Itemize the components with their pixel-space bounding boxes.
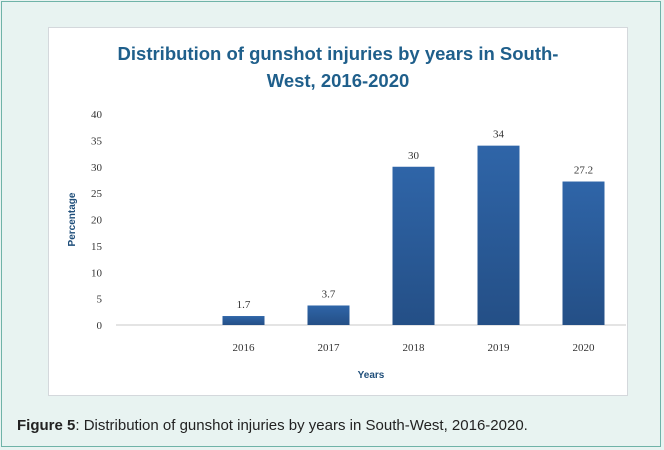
y-tick-label: 5: [97, 294, 103, 306]
x-axis-ticks: 2016 2017 2018 2019 2020: [233, 342, 596, 354]
y-tick-label: 30: [91, 162, 103, 174]
bar-2020: [562, 181, 605, 325]
y-tick-label: 0: [97, 320, 103, 332]
bar-chart: 0 5 10 15 20 25 30 35 40 1.7 3.7 30 34 27.2 2016 2017…: [67, 109, 626, 381]
y-tick-label: 20: [91, 215, 103, 227]
x-tick-label-2019: 2019: [488, 342, 511, 354]
figure-caption: Figure 5: Distribution of gunshot injuri…: [17, 417, 528, 434]
bars-group: [222, 145, 605, 325]
x-axis-label: Years: [358, 370, 385, 381]
x-tick-label-2017: 2017: [318, 342, 341, 354]
value-label-2018: 30: [408, 150, 420, 162]
caption-label: Figure 5: [17, 417, 76, 434]
bar-2018: [392, 166, 435, 325]
chart-title: Distribution of gunshot injuries by year…: [49, 40, 627, 94]
value-label-2016: 1.7: [237, 299, 251, 311]
y-tick-label: 10: [91, 267, 103, 279]
y-axis-label: Percentage: [67, 192, 78, 246]
bar-2017: [307, 305, 350, 325]
value-label-2020: 27.2: [574, 165, 593, 177]
y-axis-ticks: 0 5 10 15 20 25 30 35 40: [91, 109, 103, 332]
chart-title-line-2: West, 2016-2020: [266, 70, 410, 91]
x-tick-label-2020: 2020: [573, 342, 596, 354]
caption-text: : Distribution of gunshot injuries by ye…: [75, 417, 528, 434]
value-label-2019: 34: [493, 129, 505, 141]
bar-2016: [222, 316, 265, 325]
x-tick-label-2018: 2018: [403, 342, 426, 354]
y-tick-label: 40: [91, 109, 103, 121]
y-tick-label: 35: [91, 135, 103, 147]
bar-2019: [477, 145, 520, 325]
chart-title-line-1: Distribution of gunshot injuries by year…: [117, 43, 559, 64]
x-tick-label-2016: 2016: [233, 342, 256, 354]
value-labels-group: 1.7 3.7 30 34 27.2: [237, 129, 594, 311]
chart-area: Distribution of gunshot injuries by year…: [48, 27, 628, 396]
y-tick-label: 25: [91, 188, 103, 200]
value-label-2017: 3.7: [322, 288, 336, 300]
y-tick-label: 15: [91, 241, 103, 253]
